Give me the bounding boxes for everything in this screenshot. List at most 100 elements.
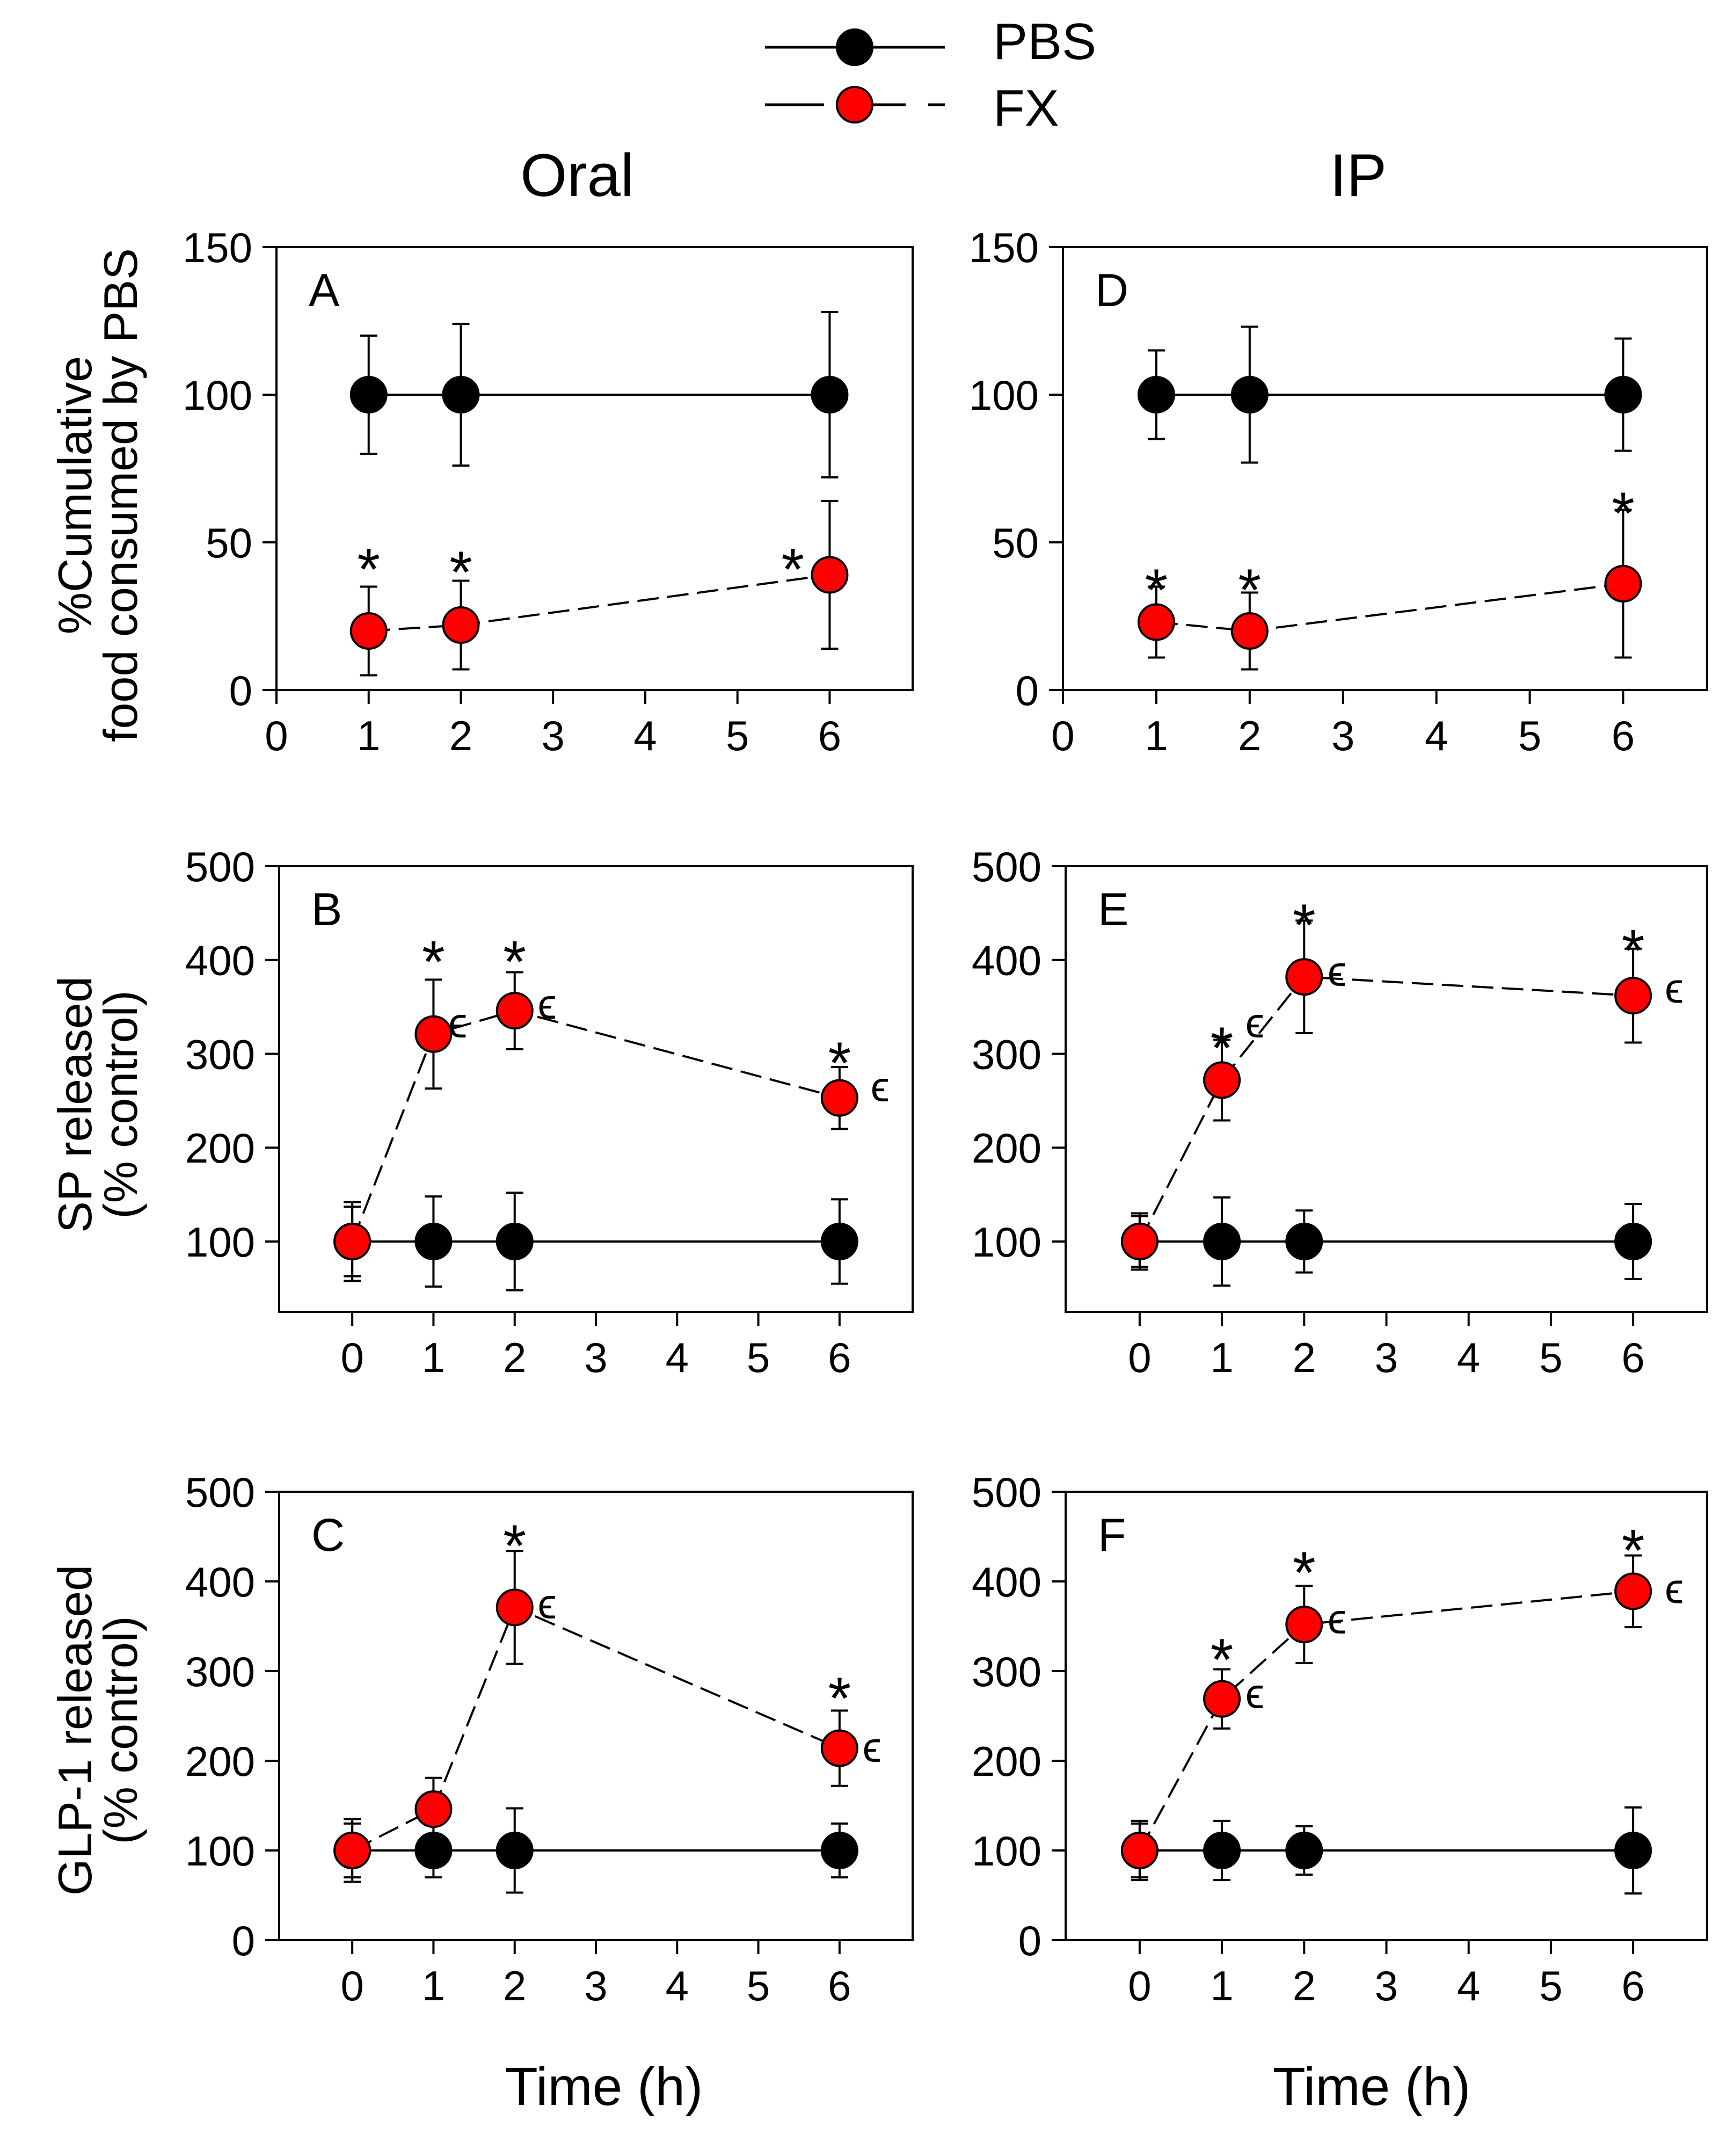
row-ylabel-sp: SP released (% control)	[48, 976, 147, 1233]
x-tick-label-e-4: 4	[1457, 1334, 1480, 1381]
data-point-c-pbs-2	[496, 1832, 534, 1869]
x-tick-label-d-1: 1	[1145, 712, 1168, 759]
x-tick-label-e-0: 0	[1128, 1334, 1151, 1381]
x-tick-label-a-0: 0	[265, 712, 288, 759]
significance-star-d-1: *	[1238, 557, 1261, 623]
x-tick-label-e-3: 3	[1375, 1334, 1398, 1381]
row-ylabel-glp1: GLP-1 released (% control)	[48, 1565, 147, 1896]
data-point-b-fx-3	[820, 1079, 858, 1117]
data-point-b-fx-0	[333, 1222, 371, 1260]
x-tick-label-b-2: 2	[503, 1334, 526, 1381]
x-tick-label-c-1: 1	[422, 1962, 445, 2009]
y-tick-label-f-100: 100	[972, 1827, 1041, 1875]
row-ylabel-food-line1: %Cumulative	[48, 356, 101, 634]
data-point-f-fx-0	[1120, 1832, 1159, 1869]
row-ylabel-glp1-line1: GLP-1 released	[48, 1565, 101, 1896]
column-header-ip: IP	[1330, 142, 1387, 209]
y-tick-label-b-300: 300	[185, 1030, 255, 1078]
x-tick-label-a-1: 1	[357, 712, 380, 759]
x-tick-label-d-6: 6	[1612, 712, 1635, 759]
epsilon-marker-c-2: ϵ	[538, 1580, 557, 1628]
y-tick-label-d-150: 150	[969, 224, 1039, 271]
panel-f-letter: F	[1098, 1509, 1126, 1561]
data-point-e-fx-0	[1120, 1222, 1159, 1260]
legend: PBS FX	[765, 13, 1096, 137]
y-tick-label-e-500: 500	[972, 843, 1041, 890]
significance-star-d-0: *	[1145, 557, 1168, 623]
y-tick-label-f-500: 500	[972, 1469, 1041, 1516]
data-point-a-fx-1	[442, 606, 480, 644]
y-tick-label-c-500: 500	[185, 1469, 255, 1516]
panel-c-letter: C	[311, 1509, 345, 1561]
y-tick-label-d-0: 0	[1016, 667, 1039, 714]
y-tick-label-c-200: 200	[185, 1738, 255, 1785]
x-tick-label-a-4: 4	[633, 712, 657, 759]
significance-star-c-1: *	[828, 1665, 851, 1731]
x-tick-label-b-0: 0	[340, 1334, 363, 1381]
data-point-b-pbs-1	[414, 1222, 453, 1260]
significance-star-f-1: *	[1293, 1540, 1316, 1606]
x-tick-label-a-3: 3	[542, 712, 565, 759]
y-tick-label-e-200: 200	[972, 1124, 1041, 1172]
x-tick-label-c-3: 3	[584, 1962, 607, 2009]
data-point-b-pbs-2	[496, 1222, 534, 1260]
data-point-d-pbs-1	[1230, 376, 1269, 413]
row-ylabel-sp-line1: SP released	[48, 976, 101, 1233]
y-tick-label-f-200: 200	[972, 1738, 1041, 1785]
data-point-b-fx-2	[496, 992, 534, 1030]
y-tick-label-c-0: 0	[232, 1917, 255, 1964]
epsilon-marker-e-4: ϵ	[1328, 947, 1346, 995]
legend-fx-label: FX	[993, 79, 1059, 137]
y-tick-label-c-300: 300	[185, 1648, 255, 1695]
x-tick-label-f-3: 3	[1375, 1962, 1398, 2009]
data-point-a-pbs-0	[349, 376, 388, 413]
legend-pbs-marker	[836, 28, 873, 66]
x-tick-label-a-2: 2	[449, 712, 472, 759]
y-tick-label-a-150: 150	[183, 224, 252, 271]
data-point-d-pbs-2	[1604, 376, 1642, 413]
column-header-oral: Oral	[520, 142, 634, 209]
x-tick-label-b-5: 5	[747, 1334, 770, 1381]
x-tick-label-d-5: 5	[1518, 712, 1541, 759]
row-ylabel-food-line2: food consumed by PBS	[94, 248, 147, 742]
data-point-b-fx-1	[414, 1015, 453, 1053]
x-tick-label-f-4: 4	[1457, 1962, 1480, 2009]
row-ylabel-glp1-line2: (% control)	[94, 1616, 147, 1844]
panel-d-frame	[1062, 246, 1708, 691]
epsilon-marker-b-5: ϵ	[871, 1063, 890, 1110]
x-tick-label-b-3: 3	[584, 1334, 607, 1381]
data-point-e-pbs-1	[1203, 1222, 1241, 1260]
data-point-d-fx-1	[1230, 612, 1269, 650]
data-point-c-fx-1	[414, 1790, 453, 1828]
chart-panel-d: D 0 50 100 150 0 1 2 3 4 5 6 * * *	[969, 224, 1708, 759]
x-tick-label-e-5: 5	[1539, 1334, 1562, 1381]
legend-pbs-label: PBS	[993, 13, 1096, 70]
data-point-f-pbs-1	[1203, 1832, 1241, 1869]
series-line-b-fx	[351, 1010, 840, 1242]
x-tick-label-b-6: 6	[828, 1334, 851, 1381]
data-point-c-pbs-3	[820, 1832, 858, 1869]
x-tick-label-f-5: 5	[1539, 1962, 1562, 2009]
y-tick-label-c-100: 100	[185, 1827, 255, 1875]
y-tick-label-f-0: 0	[1018, 1917, 1041, 1964]
x-tick-label-f-6: 6	[1621, 1962, 1644, 2009]
data-point-a-fx-2	[811, 556, 849, 594]
panel-a-frame	[275, 246, 914, 691]
x-tick-label-c-0: 0	[340, 1962, 363, 2009]
xaxis-title-oral: Time (h)	[505, 2057, 703, 2117]
x-tick-label-f-2: 2	[1293, 1962, 1316, 2009]
x-tick-label-a-5: 5	[726, 712, 749, 759]
y-tick-label-b-100: 100	[185, 1218, 255, 1266]
significance-star-e-0: *	[1211, 1015, 1234, 1081]
y-tick-label-e-300: 300	[972, 1030, 1041, 1078]
data-point-d-fx-0	[1137, 603, 1175, 641]
x-tick-label-c-2: 2	[503, 1962, 526, 2009]
panel-e-letter: E	[1098, 884, 1128, 935]
data-point-d-fx-2	[1604, 565, 1642, 602]
y-tick-label-c-400: 400	[185, 1558, 255, 1606]
row-ylabel-sp-line2: (% control)	[94, 990, 147, 1218]
epsilon-marker-f-3: ϵ	[1245, 1669, 1264, 1717]
